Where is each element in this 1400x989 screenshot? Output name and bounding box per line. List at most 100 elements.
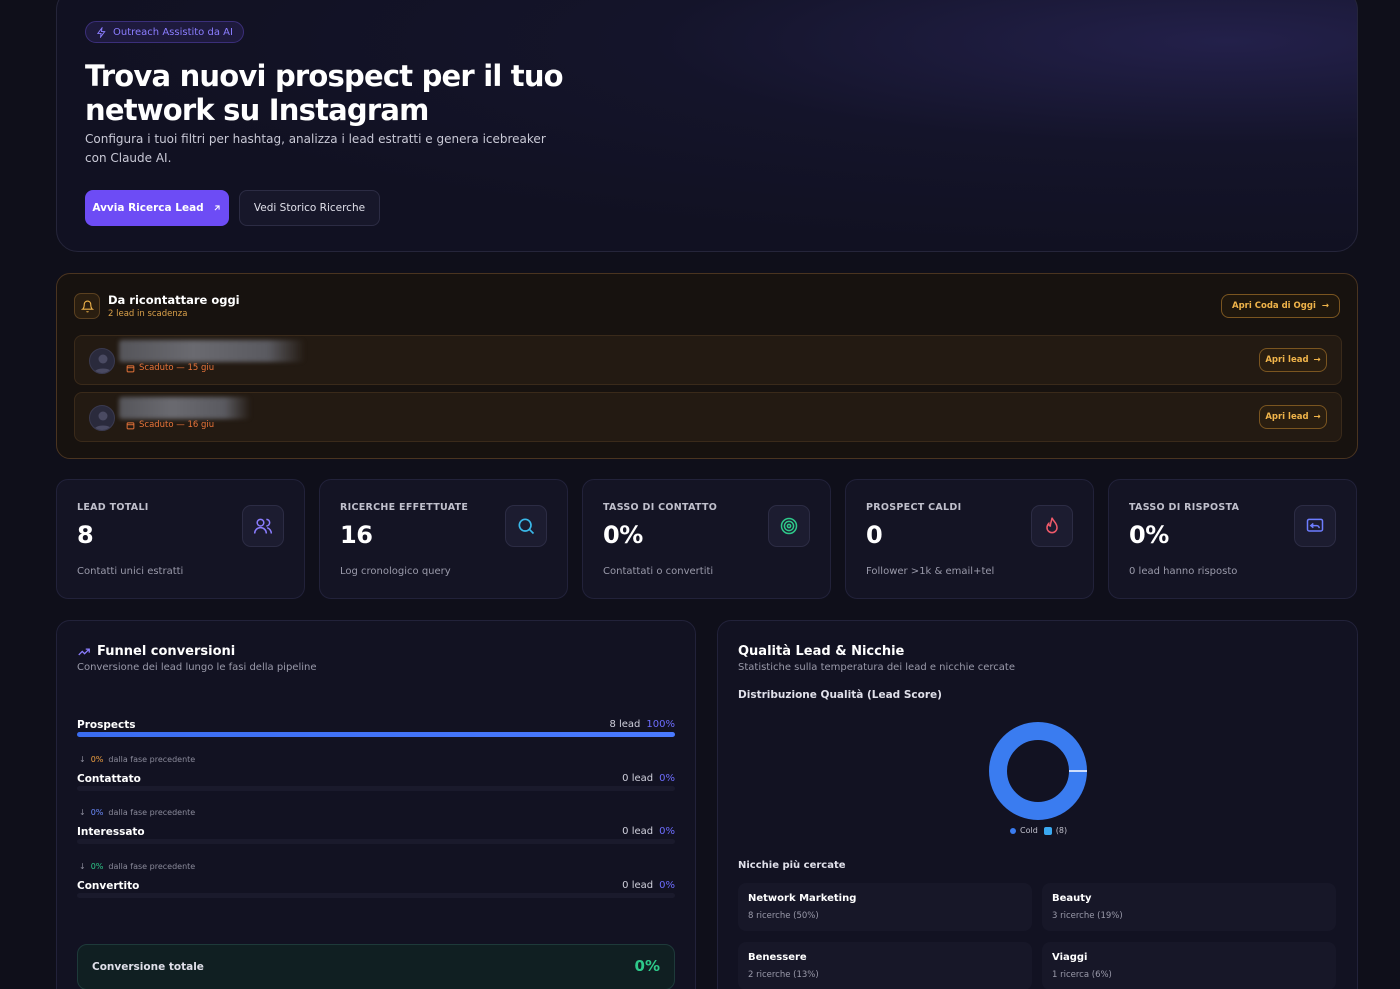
stage-percent: 100% xyxy=(646,719,675,730)
avatar xyxy=(89,405,115,431)
redacted-lead-name xyxy=(119,340,305,362)
stage-name: Contattato xyxy=(77,773,141,785)
stage-name: Convertito xyxy=(77,880,140,892)
stage-drop-text: dalla fase precedente xyxy=(108,862,196,871)
hero-section: Outreach Assistito da AI Trova nuovi pro… xyxy=(56,0,1358,252)
stage-count: 8 lead 100% xyxy=(609,719,675,730)
avatar xyxy=(89,348,115,374)
arrow-up-right-icon xyxy=(214,205,220,211)
open-today-queue-button[interactable]: Apri Coda di Oggi → xyxy=(1221,294,1340,318)
stat-value: 0% xyxy=(603,521,643,549)
stage-percent: 0% xyxy=(659,773,675,784)
due-status-label: Scaduto — 15 giu xyxy=(139,363,215,373)
stat-label: TASSO DI CONTATTO xyxy=(603,502,718,513)
stat-label: RICERCHE EFFETTUATE xyxy=(340,502,469,513)
stat-value: 0 xyxy=(866,521,883,549)
niche-count: 8 ricerche (50%) xyxy=(748,911,819,921)
ai-badge: Outreach Assistito da AI xyxy=(85,21,244,43)
stage-count: 0 lead 0% xyxy=(622,773,675,784)
stat-card-searches: RICERCHE EFFETTUATE 16 Log cronologico q… xyxy=(319,479,568,599)
donut-slice-cold[interactable] xyxy=(989,722,1087,820)
arrow-down-icon: ↓ xyxy=(79,862,86,871)
arrow-down-icon: ↓ xyxy=(79,755,86,764)
niche-name: Network Marketing xyxy=(748,893,857,904)
stat-value: 16 xyxy=(340,521,373,549)
open-lead-label: Apri lead xyxy=(1265,412,1309,422)
niche-card[interactable]: Viaggi 1 ricerca (6%) xyxy=(1042,942,1336,989)
stage-count: 0 lead 0% xyxy=(622,826,675,837)
start-search-label: Avvia Ricerca Lead xyxy=(92,202,204,214)
niche-card[interactable]: Beauty 3 ricerche (19%) xyxy=(1042,883,1336,931)
funnel-title: Funnel conversioni xyxy=(77,644,235,659)
stat-label: PROSPECT CALDI xyxy=(866,502,962,513)
calendar-icon xyxy=(126,364,135,372)
stage-drop-percent: 0% xyxy=(90,808,104,817)
stat-description: Follower >1k & email+tel xyxy=(866,566,995,577)
bell-icon xyxy=(74,293,100,319)
stage-name: Interessato xyxy=(77,826,145,838)
stat-label: TASSO DI RISPOSTA xyxy=(1129,502,1240,513)
niche-card[interactable]: Network Marketing 8 ricerche (50%) xyxy=(738,883,1032,931)
calendar-icon xyxy=(126,421,135,429)
stat-description: 0 lead hanno risposto xyxy=(1129,566,1238,577)
search-history-button[interactable]: Vedi Storico Ricerche xyxy=(239,190,380,226)
niche-card[interactable]: Benessere 2 ricerche (13%) xyxy=(738,942,1032,989)
quality-subtitle: Statistiche sulla temperatura dei lead e… xyxy=(738,662,1015,673)
open-lead-button[interactable]: Apri lead → xyxy=(1259,405,1327,429)
target-icon xyxy=(768,505,810,547)
arrow-down-icon: ↓ xyxy=(79,808,86,817)
open-lead-label: Apri lead xyxy=(1265,355,1309,365)
due-status: Scaduto — 15 giu xyxy=(126,363,214,373)
stage-name: Prospects xyxy=(77,719,136,731)
lead-row: Scaduto — 15 giu Apri lead → xyxy=(74,335,1342,385)
trending-up-icon xyxy=(78,647,90,655)
stage-drop-text: dalla fase precedente xyxy=(108,755,196,764)
legend-swatch xyxy=(1010,827,1016,834)
stage-drop-note: ↓ 0% dalla fase precedente xyxy=(79,808,195,817)
niche-name: Beauty xyxy=(1052,893,1092,904)
lead-score-donut xyxy=(989,722,1087,820)
stat-card-contact-rate: TASSO DI CONTATTO 0% Contattati o conver… xyxy=(582,479,831,599)
stat-description: Log cronologico query xyxy=(340,566,451,577)
stage-drop-note: ↓ 0% dalla fase precedente xyxy=(79,862,195,871)
page-subtitle: Configura i tuoi filtri per hashtag, ana… xyxy=(85,132,546,165)
arrow-right-icon: → xyxy=(1313,412,1321,422)
stat-card-total-leads: LEAD TOTALI 8 Contatti unici estratti xyxy=(56,479,305,599)
users-icon xyxy=(242,505,284,547)
niche-count: 3 ricerche (19%) xyxy=(1052,911,1123,921)
quality-title: Qualità Lead & Nicchie xyxy=(738,644,905,659)
reply-icon xyxy=(1294,505,1336,547)
niche-name: Viaggi xyxy=(1052,952,1088,963)
stage-lead-count: 8 lead xyxy=(609,719,641,730)
niche-count: 1 ricerca (6%) xyxy=(1052,970,1112,980)
stage-lead-count: 0 lead xyxy=(622,773,654,784)
stage-progress-track xyxy=(77,893,675,898)
open-queue-label: Apri Coda di Oggi xyxy=(1232,301,1316,311)
stat-description: Contattati o convertiti xyxy=(603,566,714,577)
open-lead-button[interactable]: Apri lead → xyxy=(1259,348,1327,372)
start-search-button[interactable]: Avvia Ricerca Lead xyxy=(85,190,229,226)
stat-label: LEAD TOTALI xyxy=(77,502,149,513)
stage-percent: 0% xyxy=(659,826,675,837)
redacted-lead-name xyxy=(119,397,251,419)
stage-drop-percent: 0% xyxy=(90,755,104,764)
page-title: Trova nuovi prospect per il tuo network … xyxy=(85,59,564,127)
stat-value: 0% xyxy=(1129,521,1169,549)
stage-drop-percent: 0% xyxy=(90,862,104,871)
distribution-title: Distribuzione Qualità (Lead Score) xyxy=(738,689,942,701)
stage-percent: 0% xyxy=(659,880,675,891)
donut-legend: Cold (8) xyxy=(1010,826,1067,835)
niche-name: Benessere xyxy=(748,952,807,963)
recall-subtitle: 2 lead in scadenza xyxy=(108,309,188,319)
legend-count: (8) xyxy=(1055,826,1068,835)
arrow-right-icon: → xyxy=(1313,355,1321,365)
stage-drop-text: dalla fase precedente xyxy=(108,808,196,817)
legend-label: Cold xyxy=(1020,826,1038,835)
bolt-icon xyxy=(96,26,106,38)
stat-value: 8 xyxy=(77,521,94,549)
quality-panel: Qualità Lead & Nicchie Statistiche sulla… xyxy=(717,620,1358,989)
funnel-panel: Funnel conversioni Conversione dei lead … xyxy=(56,620,696,989)
niches-title: Nicchie più cercate xyxy=(738,860,846,871)
stat-description: Contatti unici estratti xyxy=(77,566,184,577)
stage-drop-note: ↓ 0% dalla fase precedente xyxy=(79,755,195,764)
